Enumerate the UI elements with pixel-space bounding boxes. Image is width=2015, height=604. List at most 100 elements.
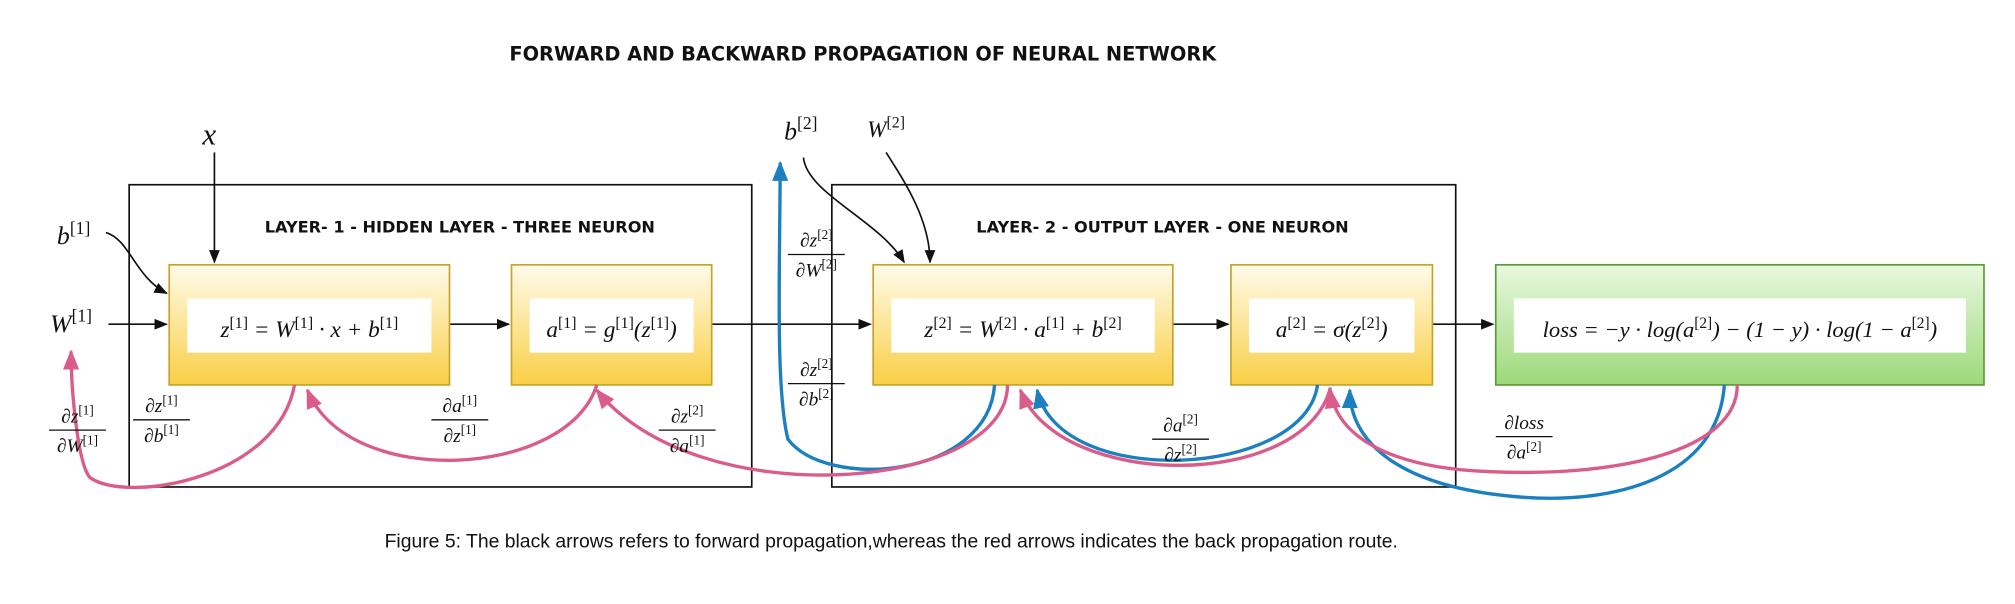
math-text: a [1276, 317, 1288, 343]
math-text: ∂loss [1504, 413, 1544, 434]
gradient-fraction: ∂z[2] ∂a[1] [658, 403, 716, 457]
math-text: = W [952, 317, 1001, 343]
superscript: [2] [817, 227, 832, 242]
math-text: ) − (1 − y) · log(1 − a [1710, 317, 1911, 342]
input-label: W[1] [50, 306, 92, 338]
denominator: ∂a[1] [670, 432, 705, 457]
math-text: ∂z [800, 360, 818, 381]
denominator: ∂W[2] [796, 257, 837, 282]
node-formula: z[2] = W[2] · a[1] + b[2] [923, 315, 1121, 343]
input-label: W[2] [867, 115, 905, 143]
gradient-fraction: ∂a[1]∂z[1] [431, 392, 489, 447]
layer-frame [128, 183, 753, 488]
superscript: [1] [462, 392, 477, 407]
superscript: [2] [1181, 441, 1196, 456]
math-text: ∂z [800, 231, 818, 252]
caption: Figure 5: The black arrows refers to for… [385, 531, 1398, 553]
numerator: ∂z[2] [800, 227, 832, 252]
denominator: ∂b[2] [799, 386, 834, 411]
math-text: ∂z [145, 396, 163, 417]
layer-label: LAYER- 2 - OUTPUT LAYER - ONE NEURON [976, 218, 1348, 237]
denominator: ∂W[1] [57, 432, 98, 457]
gradient-fraction: ∂z[2]∂W[2] [787, 227, 845, 282]
superscript: [2] [797, 113, 817, 133]
superscript: [2] [1103, 315, 1121, 332]
superscript: [2] [887, 115, 905, 132]
math-text: z [923, 317, 933, 343]
superscript: [1] [689, 432, 704, 447]
math-text: + b [1064, 317, 1103, 343]
numerator: ∂z[2] [800, 356, 832, 381]
math-text: ∂z [61, 406, 79, 427]
superscript: [2] [933, 315, 951, 332]
superscript: [1] [558, 315, 576, 332]
math-text: ∂W [57, 436, 85, 457]
superscript: [2] [1361, 315, 1379, 332]
superscript: [2] [688, 403, 703, 418]
formula-panel [529, 298, 694, 353]
formula-panel [187, 298, 432, 353]
numerator: ∂loss [1504, 413, 1544, 434]
superscript: [1] [615, 315, 633, 332]
input-label: b[2] [784, 113, 817, 145]
math-text: ) [667, 317, 677, 343]
denominator: ∂b[1] [144, 422, 179, 447]
math-text: ) [1928, 317, 1938, 342]
node-formula: z[1] = W[1] · x + b[1] [219, 315, 398, 343]
math-text: · x + b [313, 317, 380, 343]
math-text: = σ(z [1306, 317, 1362, 343]
math-text: ∂a [1507, 443, 1526, 464]
input-label: x [201, 117, 216, 152]
layer-frame [830, 183, 1457, 488]
math-text: W [867, 117, 889, 143]
math-text: ) [1378, 317, 1388, 343]
denominator: ∂z[1] [444, 422, 476, 447]
superscript: [1] [72, 306, 92, 326]
superscript: [2] [1912, 315, 1930, 332]
superscript: [2] [1183, 412, 1198, 427]
math-text: b [57, 221, 70, 250]
forward-arrows [105, 151, 1495, 330]
numerator: ∂a[2] [1163, 412, 1198, 437]
superscript: [2] [998, 315, 1016, 332]
numerator: ∂z[2] [671, 403, 703, 428]
superscript: [2] [1694, 315, 1712, 332]
math-text: z [219, 317, 229, 343]
superscript: [1] [461, 422, 476, 437]
math-text: ∂a [1163, 415, 1182, 436]
input-label: b[1] [57, 218, 90, 250]
superscript: [1] [230, 315, 248, 332]
superscript: [1] [70, 218, 90, 238]
denominator: ∂a[2] [1507, 439, 1542, 464]
superscript: [1] [295, 315, 313, 332]
math-text: x [201, 117, 216, 152]
gradient-fraction: ∂loss ∂a[2] [1495, 413, 1553, 464]
denominator: ∂z[2] [1164, 441, 1196, 466]
math-text: · a [1017, 317, 1046, 343]
math-text: = W [248, 317, 297, 343]
numerator: ∂a[1] [443, 392, 478, 417]
math-text: b [784, 117, 797, 146]
math-text: ∂a [443, 396, 462, 417]
node-formula: loss = −y · log(a[2]) − (1 − y) · log(1 … [1543, 315, 1937, 342]
superscript: [1] [651, 315, 669, 332]
math-text: ∂z [444, 426, 462, 447]
backward-arrows [62, 160, 1739, 500]
superscript: [1] [1046, 315, 1064, 332]
numerator: ∂z[1] [145, 392, 177, 417]
superscript: [2] [1287, 315, 1305, 332]
math-text: (z [634, 317, 651, 343]
math-text: ∂b [799, 390, 819, 411]
math-text: loss = −y · log(a [1543, 317, 1695, 342]
layer-label: LAYER- 1 - HIDDEN LAYER - THREE NEURON [265, 218, 655, 237]
node-formula: a[1] = g[1](z[1]) [546, 315, 677, 343]
superscript: [1] [380, 315, 398, 332]
numerator: ∂z[1] [61, 403, 93, 428]
superscript: [2] [822, 257, 837, 272]
title: FORWARD AND BACKWARD PROPAGATION OF NEUR… [509, 43, 1217, 66]
math-text: ∂z [1164, 445, 1182, 466]
node-formula: a[2] = σ(z[2]) [1276, 315, 1388, 343]
superscript: [2] [817, 356, 832, 371]
superscript: [2] [1526, 439, 1541, 454]
